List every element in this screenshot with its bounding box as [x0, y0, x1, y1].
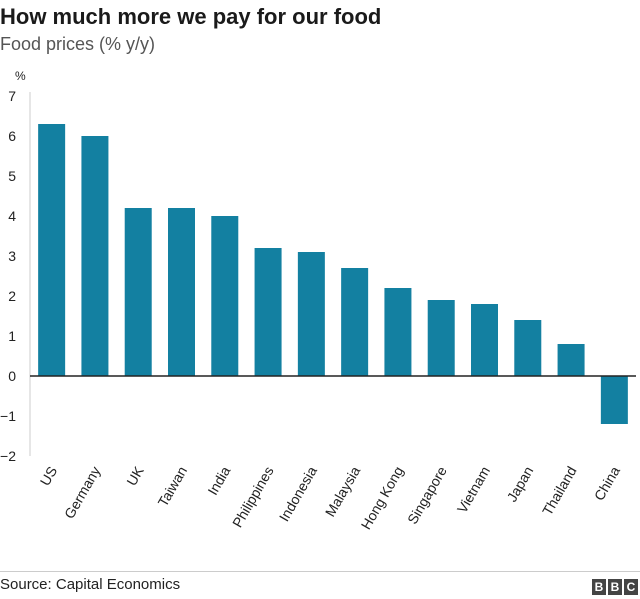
x-tick-label: India: [204, 463, 233, 497]
bbc-logo-letter: C: [624, 579, 638, 595]
bar: [211, 216, 239, 376]
x-tick-label: Germany: [61, 464, 104, 522]
y-axis-unit-label: %: [15, 69, 26, 83]
chart-title: How much more we pay for our food: [0, 4, 382, 29]
x-tick-label: Singapore: [404, 463, 450, 526]
x-tick-label: Philippines: [229, 464, 277, 531]
chart-subtitle: Food prices (% y/y): [0, 34, 156, 54]
y-tick-label: 4: [8, 208, 16, 224]
bar: [124, 208, 152, 376]
bar: [254, 248, 282, 376]
bar-chart: % 7 6 5 4 3 2 1 0 −1 −2 US Germany UK Taiwan IndiaPhi…: [0, 69, 636, 532]
bar: [168, 208, 195, 376]
y-tick-label: 2: [8, 288, 16, 304]
y-tick-label: 1: [8, 328, 16, 344]
y-tick-label: 7: [8, 88, 16, 104]
y-tick-label: 5: [8, 168, 16, 184]
bar: [297, 252, 325, 376]
bar: [81, 136, 109, 376]
source-note: Source: Capital Economics: [0, 576, 181, 593]
bar: [341, 268, 369, 376]
footer-divider: [0, 571, 640, 572]
bar: [600, 376, 628, 424]
bar: [471, 304, 498, 376]
x-tick-label: Japan: [503, 464, 536, 505]
bars: [30, 124, 636, 424]
y-tick-label: 0: [8, 368, 16, 384]
y-axis: 7 6 5 4 3 2 1 0 −1 −2: [0, 88, 31, 464]
bar: [384, 288, 412, 376]
y-tick-label: 6: [8, 128, 16, 144]
y-tick-label: 3: [8, 248, 16, 264]
x-tick-label: Hong Kong: [358, 464, 407, 533]
x-tick-label: US: [37, 464, 61, 489]
bbc-logo-letter: B: [592, 579, 606, 595]
bar: [38, 124, 66, 376]
bbc-logo-letter: B: [608, 579, 622, 595]
x-tick-label: Indonesia: [276, 463, 320, 524]
x-tick-label: Malaysia: [322, 463, 364, 519]
y-tick-label: −1: [0, 408, 16, 424]
x-tick-label: Thailand: [539, 464, 580, 519]
x-tick-label: Taiwan: [154, 464, 190, 510]
bbc-logo: B B C: [592, 579, 638, 595]
y-tick-label: −2: [0, 448, 16, 464]
bar: [427, 300, 455, 376]
x-tick-label: China: [591, 463, 623, 503]
bar: [557, 344, 585, 376]
bar: [514, 320, 542, 376]
x-tick-label: Vietnam: [454, 464, 493, 516]
x-tick-label: UK: [123, 463, 147, 488]
